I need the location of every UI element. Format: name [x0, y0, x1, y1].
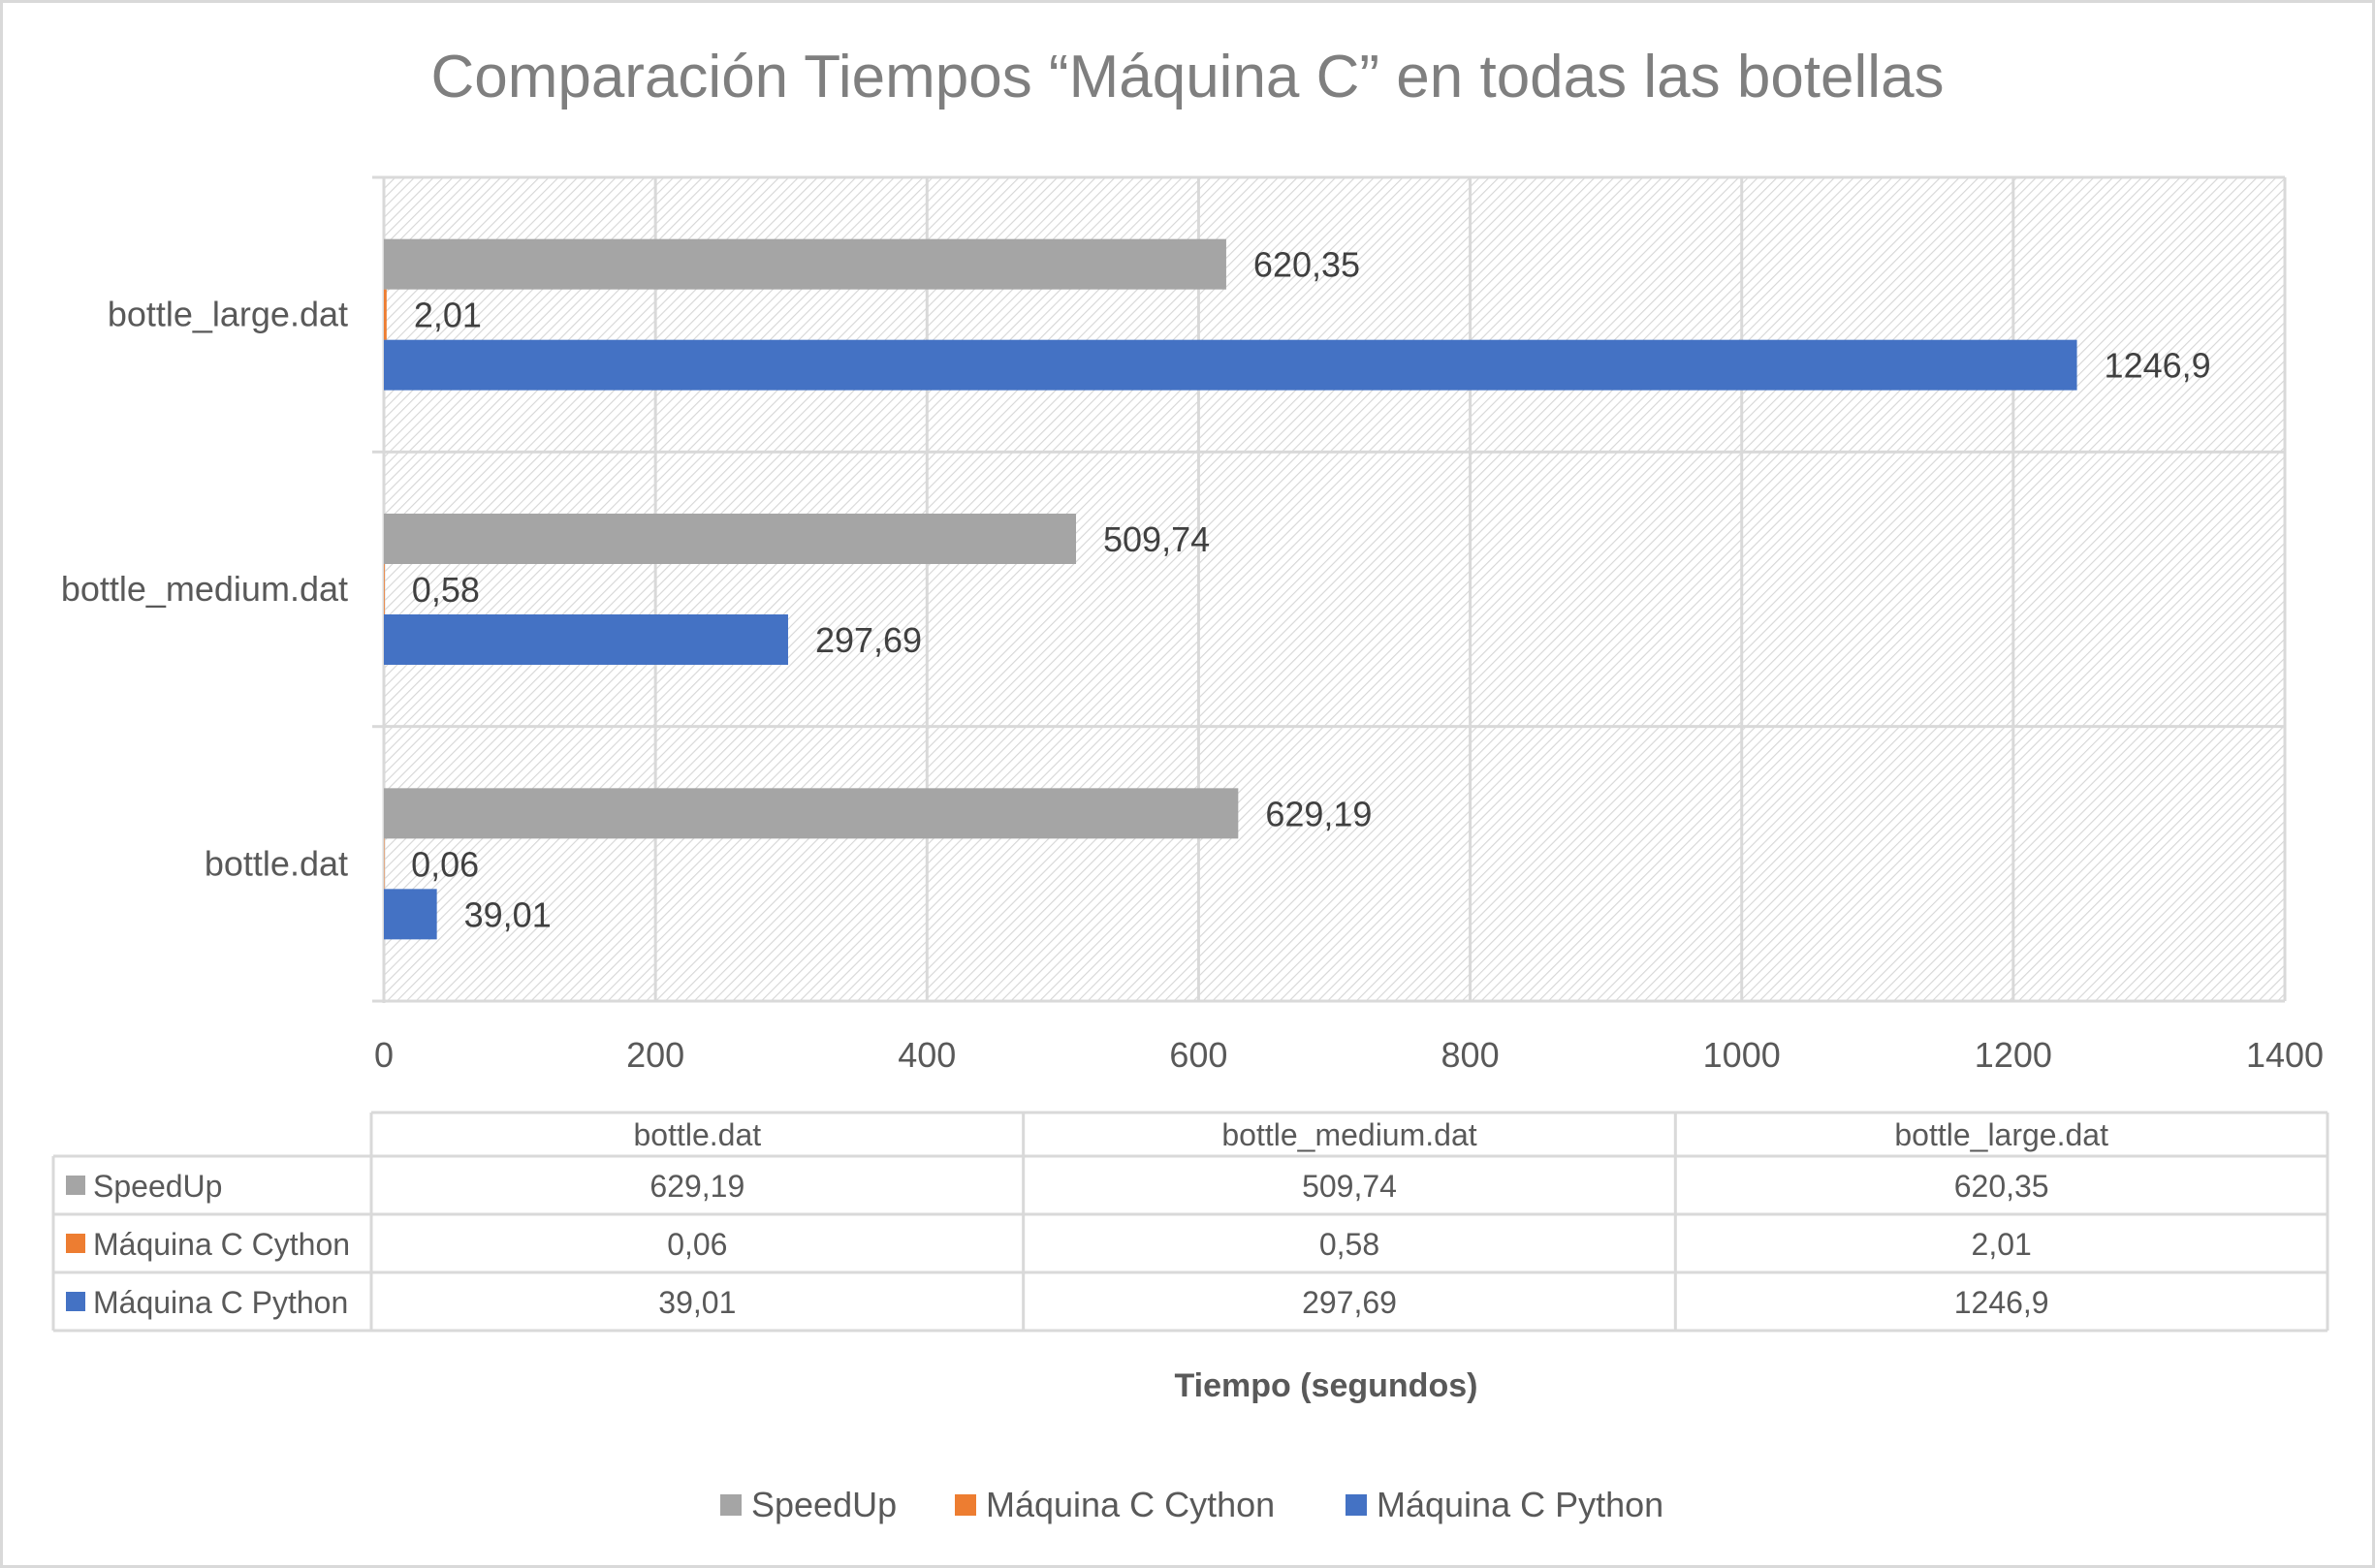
x-tick-label: 600	[1169, 1035, 1227, 1075]
legend-swatch-1	[720, 1494, 742, 1516]
data-label: 0,58	[412, 570, 480, 610]
bar-1-2	[384, 514, 1077, 564]
data-label: 39,01	[464, 894, 552, 934]
x-tick-label: 1200	[1975, 1035, 2052, 1075]
x-tick-label: 400	[898, 1035, 956, 1075]
legend-label-2: Máquina C Cython	[986, 1485, 1275, 1524]
chart-title: Comparación Tiempos “Máquina C” en todas…	[430, 44, 1944, 110]
legend-swatch-2	[955, 1494, 976, 1516]
bar-2-1	[384, 838, 385, 890]
plot-area	[384, 177, 2285, 1001]
y-tick-label: bottle_medium.dat	[61, 569, 348, 609]
bar-3-1	[384, 889, 437, 940]
table-row-label: Máquina C Python	[93, 1285, 348, 1320]
table-cell: 0,06	[667, 1227, 727, 1262]
table-legend-key	[66, 1234, 85, 1253]
table-row-label: Máquina C Cython	[93, 1227, 350, 1262]
table-legend-key	[66, 1292, 85, 1311]
table-header-cell: bottle.dat	[634, 1117, 762, 1152]
table-cell: 620,35	[1954, 1169, 2049, 1204]
y-tick-label: bottle.dat	[205, 843, 348, 883]
table-cell: 1246,9	[1954, 1285, 2049, 1320]
data-label: 620,35	[1253, 245, 1360, 285]
table-cell: 39,01	[658, 1285, 736, 1320]
data-label: 629,19	[1265, 794, 1372, 833]
x-tick-label: 200	[626, 1035, 684, 1075]
data-label: 1246,9	[2105, 346, 2211, 386]
bar-1-3	[384, 238, 1226, 290]
legend-swatch-3	[1346, 1494, 1367, 1516]
data-label: 0,06	[411, 844, 479, 884]
table-header-cell: bottle_medium.dat	[1221, 1117, 1476, 1152]
y-tick-label: bottle_large.dat	[108, 295, 348, 334]
table-row-label: SpeedUp	[93, 1169, 222, 1204]
bar-3-3	[384, 339, 2077, 391]
table-cell: 0,58	[1319, 1227, 1379, 1262]
legend-label-1: SpeedUp	[751, 1485, 897, 1524]
x-axis-title: Tiempo (segundos)	[1175, 1367, 1478, 1404]
chart-svg: Comparación Tiempos “Máquina C” en todas…	[51, 44, 2329, 1524]
table-cell: 297,69	[1302, 1285, 1397, 1320]
data-label: 297,69	[815, 620, 922, 660]
table-cell: 629,19	[649, 1169, 744, 1204]
x-tick-label: 800	[1441, 1035, 1500, 1075]
data-label: 2,01	[414, 296, 482, 335]
x-tick-label: 1000	[1703, 1035, 1781, 1075]
table-header-cell: bottle_large.dat	[1894, 1117, 2108, 1152]
table-legend-key	[66, 1176, 85, 1195]
bar-3-2	[384, 614, 788, 665]
table-cell: 509,74	[1302, 1169, 1397, 1204]
bar-2-2	[384, 564, 385, 614]
bar-2-3	[384, 289, 387, 340]
x-tick-label: 0	[374, 1035, 394, 1075]
legend-label-3: Máquina C Python	[1377, 1485, 1663, 1524]
table-cell: 2,01	[1972, 1227, 2032, 1262]
bar-1-1	[384, 788, 1239, 839]
data-label: 509,74	[1103, 519, 1210, 559]
x-tick-label: 1400	[2246, 1035, 2324, 1075]
